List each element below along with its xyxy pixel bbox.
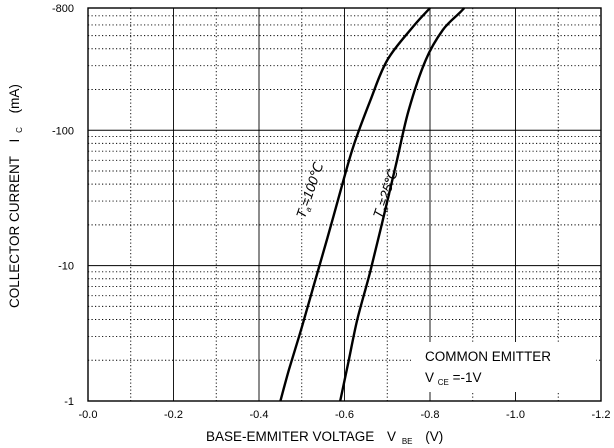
y-tick-labels: -1 -10 -100 -800 — [52, 3, 74, 408]
y-tick-label: -800 — [52, 3, 74, 15]
x-tick-labels: -0.0 -0.2 -0.4 -0.6 -0.8 -1.0 -1.2 — [79, 409, 611, 421]
series-line-1 — [339, 7, 466, 402]
y-tick-label: -1 — [64, 396, 74, 408]
x-tick-label: -1.0 — [506, 409, 525, 421]
y-axis-symbol-subscript: C — [15, 127, 24, 133]
series-label-subscript: a — [303, 205, 313, 213]
annotation-symbol: V — [425, 370, 434, 385]
plot-border — [87, 7, 602, 402]
x-axis-symbol-subscript: BE — [402, 437, 413, 446]
series-label-value: =25℃ — [374, 167, 401, 209]
series-label-subscript: a — [380, 205, 390, 213]
annotation-symbol-subscript: CE — [438, 378, 449, 387]
y-tick-label: -100 — [52, 125, 74, 137]
y-axis-unit: (mA) — [7, 84, 22, 113]
series-label-1: Ta=25℃ — [370, 167, 403, 221]
x-tick-label: -0.0 — [79, 409, 98, 421]
y-tick-label: -10 — [58, 261, 74, 273]
x-tick-label: -1.2 — [592, 409, 611, 421]
x-tick-label: -0.4 — [250, 409, 269, 421]
x-tick-label: -0.8 — [421, 409, 440, 421]
annotation-line-1: COMMON EMITTER — [425, 349, 551, 364]
series-labels: Ta=100℃ Ta=25℃ — [293, 159, 403, 221]
y-axis-title-text: COLLECTOR CURRENT — [7, 156, 22, 308]
y-axis-title: COLLECTOR CURRENT I C (mA) — [7, 84, 25, 308]
annotation-background — [411, 342, 596, 392]
series-line-0 — [279, 7, 431, 402]
x-tick-label: -0.6 — [335, 409, 354, 421]
x-axis-symbol: V — [387, 429, 396, 444]
x-axis-title: BASE-EMMITER VOLTAGE V BE (V) — [206, 429, 443, 447]
series — [279, 7, 466, 402]
x-tick-label: -0.2 — [164, 409, 183, 421]
series-label-0: Ta=100℃ — [293, 159, 328, 220]
annotation-value: =-1V — [453, 370, 482, 385]
x-axis-unit: (V) — [425, 429, 443, 444]
x-axis-title-text: BASE-EMMITER VOLTAGE — [206, 429, 374, 444]
annotation-line-2: V CE =-1V — [425, 370, 482, 388]
y-axis-symbol: I — [7, 139, 22, 143]
